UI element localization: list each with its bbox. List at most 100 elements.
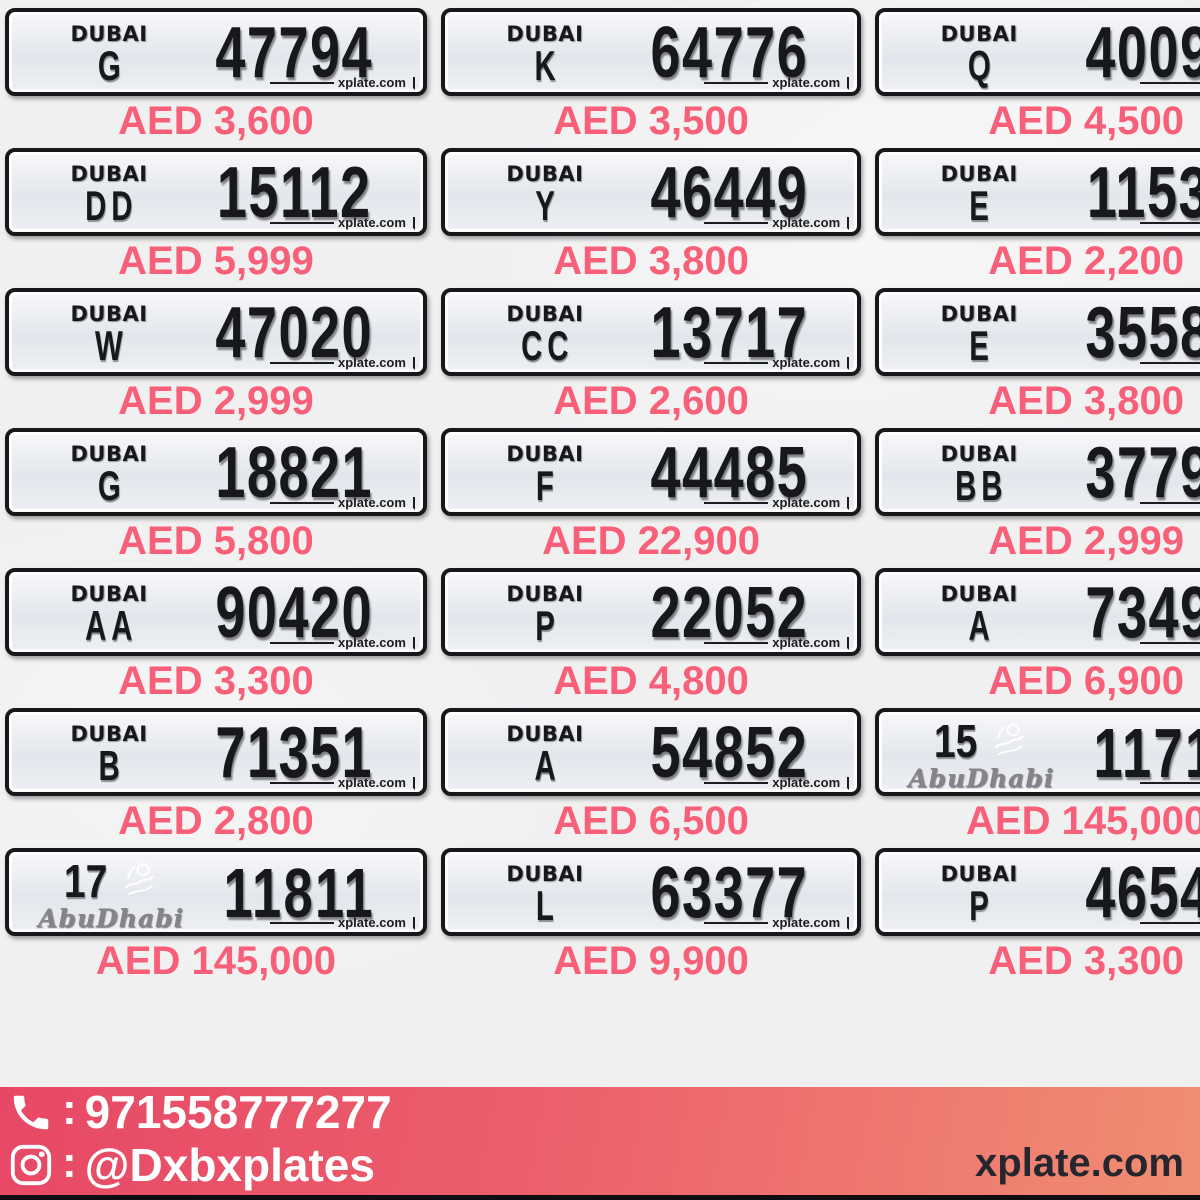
plate-code: Y <box>535 181 560 229</box>
license-plate: DUBAI W <box>5 288 427 376</box>
plate-price: AED 3,300 <box>118 658 314 703</box>
abudhabi-emblem-icon <box>116 856 162 906</box>
plate-watermark: xplate.com <box>1140 775 1200 791</box>
plate-listing: DUBAI G <box>5 428 427 568</box>
plate-price: AED 3,800 <box>988 378 1184 423</box>
license-plate: DUBAI BB <box>875 428 1200 516</box>
plate-left-block: DUBAI G <box>33 440 185 509</box>
plate-listing: DUBAI DD <box>5 148 427 288</box>
plate-left-block: DUBAI B <box>33 720 185 789</box>
instagram-separator: : <box>62 1138 77 1187</box>
brand-website: xplate.com <box>975 1141 1184 1185</box>
plate-listing: DUBAI E <box>875 148 1200 288</box>
license-plate: 15 <box>875 708 1200 796</box>
plate-code: W <box>95 321 128 369</box>
plate-listing: 15 <box>875 708 1200 848</box>
plate-left-block: DUBAI F <box>469 440 621 506</box>
dubai-logo: DUBAI <box>940 161 1018 186</box>
plate-watermark: xplate.com <box>704 215 849 231</box>
plate-watermark: xplate.com <box>270 355 415 371</box>
plate-code: AA <box>85 601 138 649</box>
plate-code: B <box>98 741 125 789</box>
plate-code: 15 <box>933 714 978 767</box>
dubai-logo: DUBAI <box>940 441 1018 466</box>
dubai-logo: DUBAI <box>506 441 584 466</box>
instagram-handle: @Dxbxplates <box>84 1139 375 1191</box>
plate-code: E <box>969 321 994 369</box>
plate-listing: DUBAI L <box>440 848 862 988</box>
dubai-logo: DUBAI <box>940 21 1018 46</box>
plate-watermark: xplate.com <box>1140 75 1200 91</box>
plate-watermark: xplate.com <box>704 915 849 931</box>
dubai-logo: DUBAI <box>70 161 148 186</box>
dubai-logo: DUBAI <box>70 301 148 326</box>
plate-left-block: DUBAI DD <box>33 160 185 229</box>
plate-price: AED 9,900 <box>553 938 749 983</box>
plate-watermark: xplate.com <box>704 635 849 651</box>
plate-price: AED 2,600 <box>553 378 749 423</box>
plate-listing: 17 <box>5 848 427 988</box>
plate-listing: DUBAI F <box>440 428 862 568</box>
plate-left-block: DUBAI AA <box>33 580 185 649</box>
contact-footer: : 971558777277 : @Dxbxplates xplate.com <box>0 1087 1200 1200</box>
plate-left-block: DUBAI A <box>903 580 1055 649</box>
plate-watermark: xplate.com <box>270 215 415 231</box>
dubai-logo: DUBAI <box>940 581 1018 606</box>
phone-row: : 971558777277 <box>8 1088 392 1136</box>
plate-price: AED 3,300 <box>988 938 1184 983</box>
dubai-logo: DUBAI <box>940 301 1018 326</box>
plate-code: K <box>534 41 561 89</box>
dubai-logo: DUBAI <box>70 721 148 746</box>
plate-price: AED 22,900 <box>542 518 760 563</box>
plate-price: AED 6,900 <box>988 658 1184 703</box>
license-plate: DUBAI G <box>5 428 427 516</box>
license-plate: DUBAI P <box>440 568 862 656</box>
plate-watermark: xplate.com <box>270 635 415 651</box>
plate-listing: DUBAI A <box>440 708 862 848</box>
plate-listing: DUBAI B <box>5 708 427 848</box>
plate-price: AED 2,800 <box>118 798 314 843</box>
abudhabi-emblem-icon <box>986 716 1032 766</box>
plate-listing: DUBAI CC <box>440 288 862 428</box>
plate-left-block: DUBAI Q <box>903 20 1055 89</box>
plate-listing: DUBAI P <box>440 568 862 708</box>
plate-listing: DUBAI G <box>5 8 427 148</box>
plate-left-block: DUBAI L <box>469 860 621 926</box>
plate-code: DD <box>85 181 138 229</box>
plate-code: CC <box>521 321 574 369</box>
plate-watermark: xplate.com <box>1140 215 1200 231</box>
plate-code: A <box>534 741 561 789</box>
plate-watermark: xplate.com <box>270 495 415 511</box>
dubai-logo: DUBAI <box>506 721 584 746</box>
instagram-icon <box>8 1142 54 1188</box>
dubai-logo: DUBAI <box>70 21 148 46</box>
plate-price: AED 3,800 <box>553 238 749 283</box>
plate-price: AED 145,000 <box>966 798 1200 843</box>
license-plate: DUBAI G <box>5 8 427 96</box>
dubai-logo: DUBAI <box>70 581 148 606</box>
plate-watermark: xplate.com <box>1140 915 1200 931</box>
plate-watermark: xplate.com <box>1140 355 1200 371</box>
dubai-logo: DUBAI <box>506 861 584 886</box>
phone-number: 971558777277 <box>84 1086 392 1138</box>
license-plate: DUBAI A <box>875 568 1200 656</box>
plate-left-block: DUBAI E <box>903 160 1055 226</box>
plate-left-block: DUBAI Y <box>469 160 621 229</box>
plate-watermark: xplate.com <box>1140 635 1200 651</box>
plate-watermark: xplate.com <box>1140 495 1200 511</box>
plate-watermark: xplate.com <box>704 75 849 91</box>
license-plate: DUBAI B <box>5 708 427 796</box>
plate-price: AED 4,800 <box>553 658 749 703</box>
plate-code: G <box>97 461 126 509</box>
plate-listing: DUBAI BB <box>875 428 1200 568</box>
license-plate: DUBAI Q <box>875 8 1200 96</box>
license-plate: DUBAI P <box>875 848 1200 936</box>
license-plate: DUBAI DD <box>5 148 427 236</box>
plate-code: P <box>969 881 994 929</box>
plate-code: 17 <box>63 854 108 907</box>
plate-left-block: DUBAI P <box>469 580 621 646</box>
plate-code: Q <box>967 41 996 89</box>
plate-watermark: xplate.com <box>704 775 849 791</box>
plate-price: AED 6,500 <box>553 798 749 843</box>
plate-code: A <box>968 601 995 649</box>
